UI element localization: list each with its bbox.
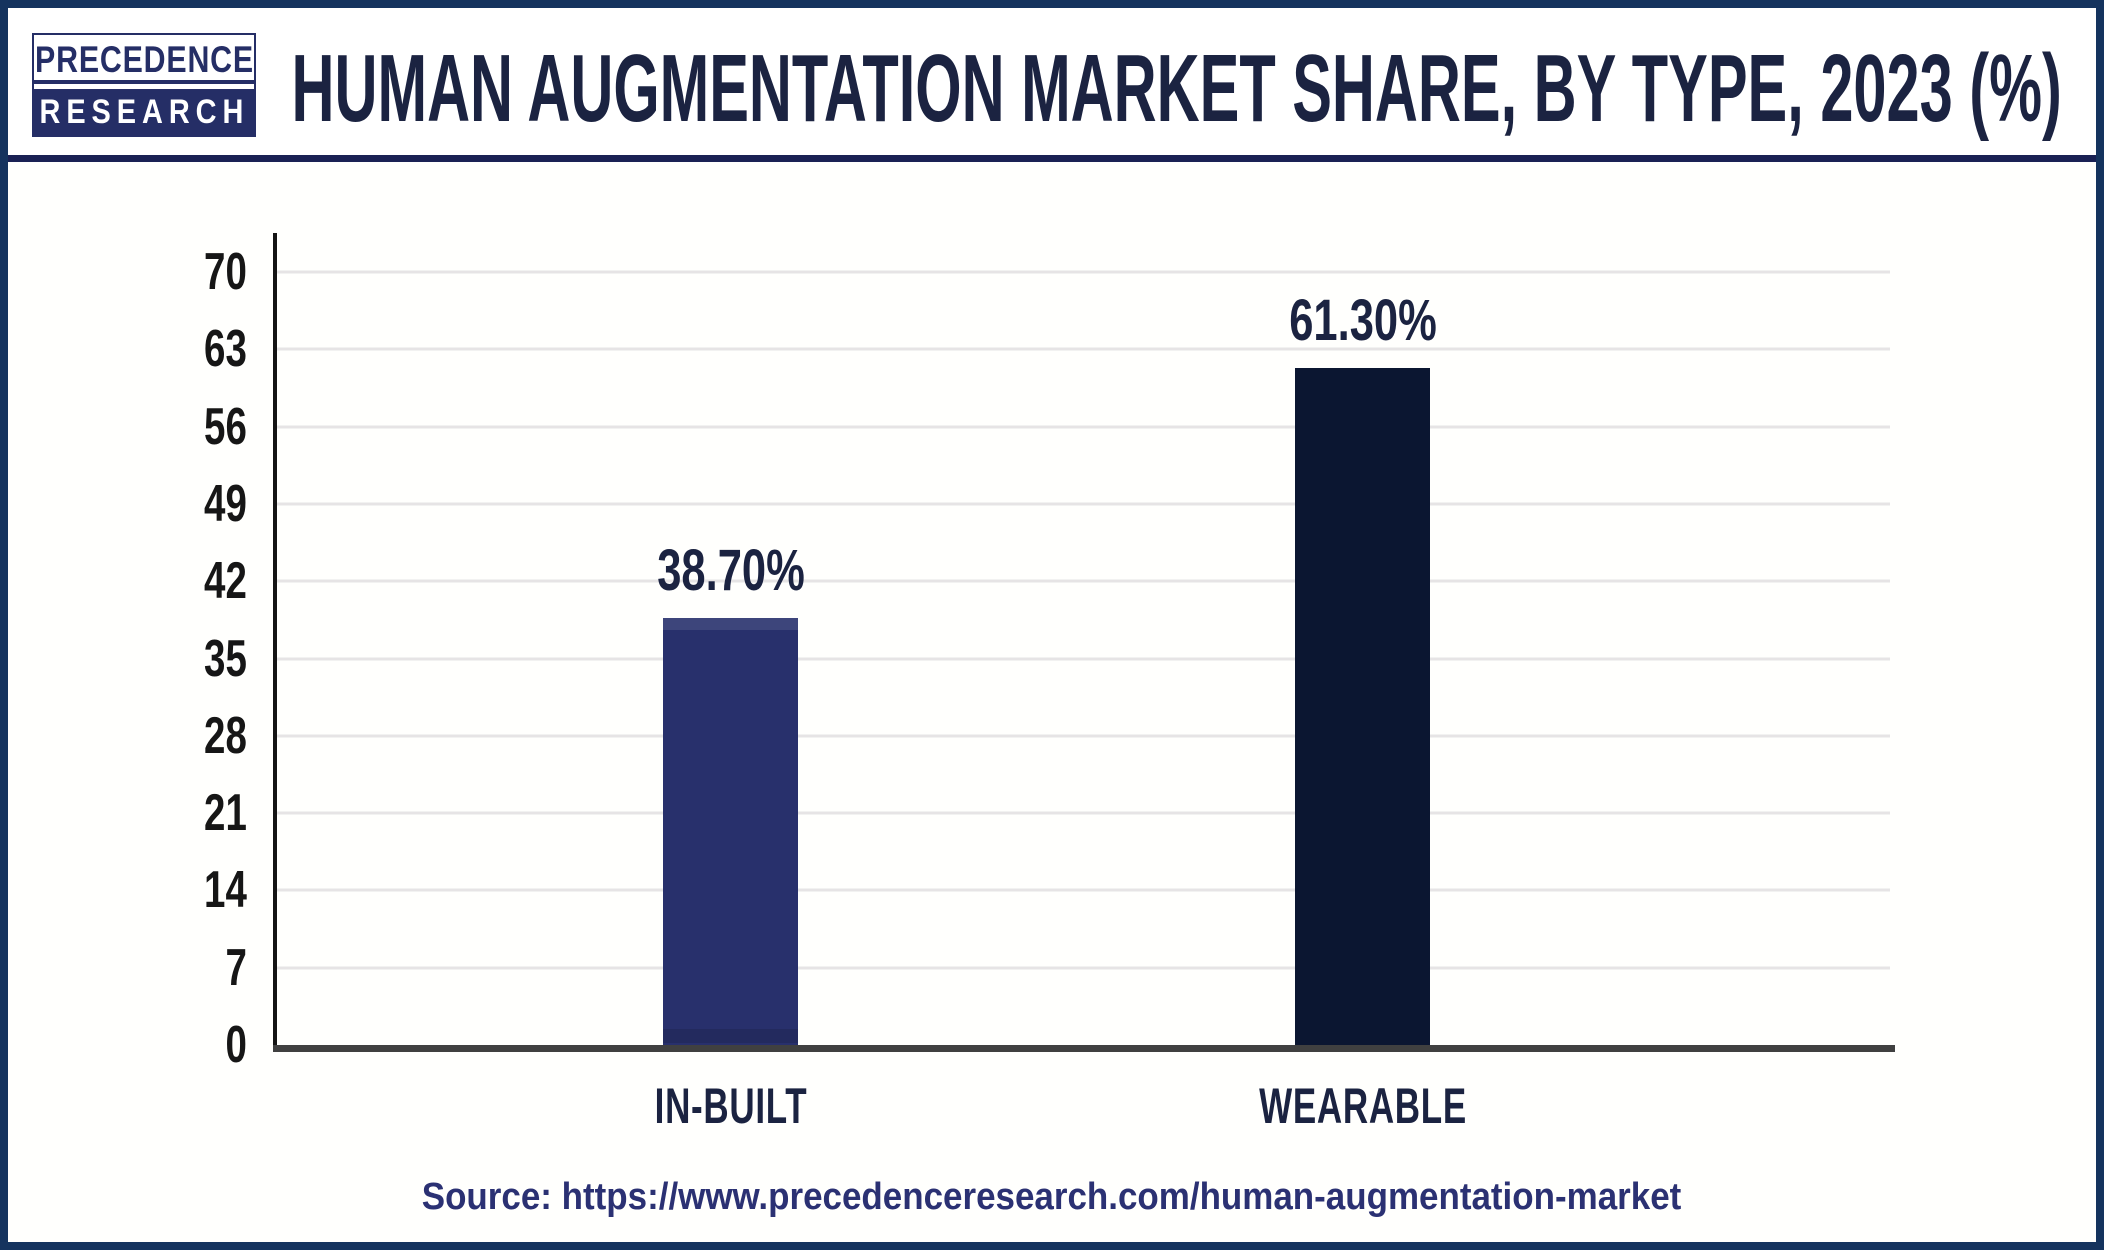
y-axis-tick-label: 14 [204, 861, 247, 920]
page-title: HUMAN AUGMENTATION MARKET SHARE, BY TYPE… [291, 34, 2063, 142]
x-axis-label-in-built: IN-BUILT [654, 1078, 807, 1134]
gridline [277, 657, 1890, 660]
gridline [277, 347, 1890, 351]
logo-text-precedence: PRECEDENCE [32, 41, 256, 84]
y-axis-tick-label: 42 [204, 552, 247, 611]
y-axis-tick-label: 70 [204, 243, 247, 301]
logo-top: PRECEDENCE [32, 35, 256, 86]
bar-group-in-built: 38.70% IN-BUILT [654, 272, 806, 1131]
y-axis-tick-label: 0 [225, 1016, 247, 1074]
y-axis-tick-label: 35 [204, 629, 247, 688]
header: PRECEDENCE RESEARCH HUMAN AUGMENTATION M… [8, 8, 2096, 155]
title-container: HUMAN AUGMENTATION MARKET SHARE, BY TYPE… [268, 8, 2086, 155]
gridline [277, 425, 1890, 429]
bar-in-built [663, 617, 798, 1045]
bar-wearable [1295, 368, 1430, 1045]
header-separator [8, 155, 2096, 162]
gridline [277, 270, 1890, 274]
gridline [277, 734, 1890, 738]
plot-area: 38.70% IN-BUILT 61.30% WEARABLE 0 7 14 21 28… [204, 246, 1890, 1131]
y-axis-tick-label: 21 [204, 784, 247, 843]
gridline [277, 579, 1890, 583]
y-axis-tick-label: 56 [204, 397, 247, 456]
logo-text-research: RESEARCH [39, 93, 249, 131]
source-link[interactable]: https://www.precedenceresearch.com/human… [562, 1176, 1682, 1218]
y-axis-tick-label: 49 [204, 474, 247, 533]
source-label: Source: [422, 1176, 553, 1218]
x-axis-label-wearable: WEARABLE [1258, 1078, 1467, 1134]
bar-group-wearable: 61.30% WEARABLE [1259, 272, 1466, 1131]
gridline [277, 888, 1890, 892]
gridline [277, 502, 1890, 506]
bar-value-label: 38.70% [656, 537, 805, 603]
chart-region: 38.70% IN-BUILT 61.30% WEARABLE 0 7 14 21 28… [8, 162, 2096, 1242]
gridline [277, 966, 1890, 970]
logo-bottom: RESEARCH [34, 89, 254, 135]
y-axis-line [273, 233, 277, 1052]
footer: Source: https://www.precedenceresearch.c… [8, 1176, 2096, 1219]
y-axis-tick-label: 63 [204, 320, 247, 379]
precedence-research-logo: PRECEDENCE RESEARCH [32, 33, 256, 137]
bar-value-label: 61.30% [1288, 288, 1437, 354]
x-axis-line [273, 1045, 1895, 1052]
y-axis-tick-label: 28 [204, 706, 247, 765]
gridline [277, 811, 1890, 815]
source-line: Source: https://www.precedenceresearch.c… [422, 1176, 1682, 1219]
y-axis-tick-label: 7 [225, 938, 247, 997]
